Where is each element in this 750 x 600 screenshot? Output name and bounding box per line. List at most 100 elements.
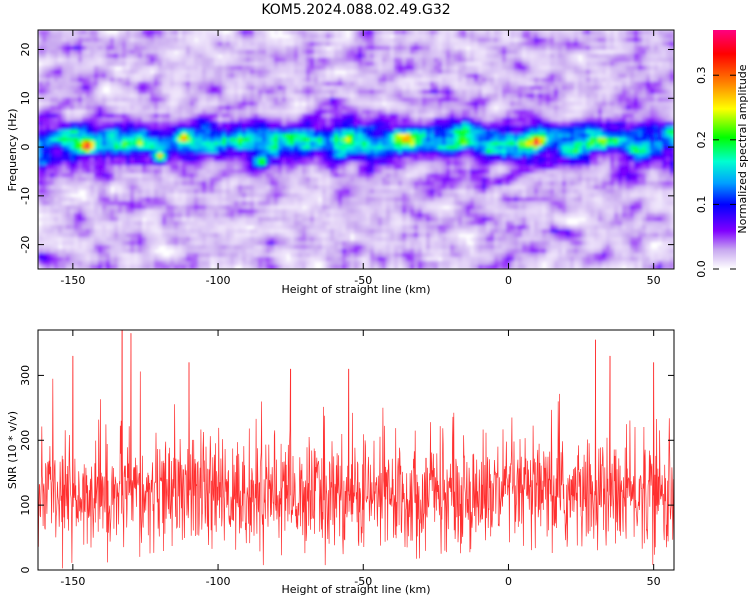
spectrogram-cell (78, 65, 83, 71)
spectrogram-cell (90, 41, 95, 47)
spectrogram-cell (266, 145, 271, 151)
spectrogram-cell (562, 77, 567, 83)
spectrogram-cell (634, 77, 639, 83)
spectrogram-cell (514, 141, 519, 147)
spectrogram-cell (466, 133, 471, 139)
spectrogram-cell (442, 137, 447, 143)
spectrogram-cell (222, 93, 227, 99)
spectrogram-cell (622, 113, 627, 119)
spectrogram-cell (146, 149, 151, 155)
spectrogram-cell (190, 30, 195, 35)
spectrogram-cell (650, 113, 655, 119)
spectrogram-cell (526, 65, 531, 71)
spectrogram-cell (106, 93, 111, 99)
spectrogram-cell (318, 97, 323, 103)
spectrogram-cell (650, 77, 655, 83)
spectrogram-cell (594, 61, 599, 67)
spectrogram-cell (138, 117, 143, 123)
spectrogram-cell (594, 97, 599, 103)
spectrogram-cell (210, 37, 215, 43)
spectrogram-cell (362, 53, 367, 59)
spectrogram-cell (178, 141, 183, 147)
spectrogram-cell (386, 113, 391, 119)
spectrogram-cell (262, 89, 267, 95)
spectrogram-cell (154, 57, 159, 63)
spectrogram-cell (318, 89, 323, 95)
spectrogram-cell (586, 113, 591, 119)
spectrogram-cell (594, 145, 599, 151)
spectrogram-cell (342, 77, 347, 83)
spectrogram-cell (310, 113, 315, 119)
spectrogram-cell (66, 153, 71, 159)
spectrogram-cell (406, 41, 411, 47)
spectrogram-cell (202, 101, 207, 107)
spectrogram-cell (402, 49, 407, 55)
spectrogram-cell (614, 30, 619, 35)
spectrogram-cell (510, 49, 515, 55)
spectrogram-cell (282, 53, 287, 59)
spectrogram-cell (562, 53, 567, 59)
spectrogram-cell (478, 145, 483, 151)
spectrogram-cell (670, 129, 674, 135)
spectrogram-cell (310, 101, 315, 107)
spectrogram-cell (354, 141, 359, 147)
spectrogram-cell (310, 97, 315, 103)
spectrogram-cell (174, 133, 179, 139)
spectrogram-cell (174, 30, 179, 35)
spectrogram-cell (114, 33, 119, 39)
spectrogram-cell (390, 129, 395, 135)
spectrogram-cell (506, 105, 511, 111)
spectrogram-cell (330, 65, 335, 71)
spectrogram-cell (518, 57, 523, 63)
spectrogram-cell (254, 133, 259, 139)
spectrogram-cell (274, 117, 279, 123)
spectrogram-cell (222, 129, 227, 135)
spectrogram-cell (422, 145, 427, 151)
spectrogram-cell (82, 121, 87, 127)
spectrogram-cell (334, 93, 339, 99)
spectrogram-cell (170, 30, 175, 35)
spectrogram-cell (426, 117, 431, 123)
spectrogram-cell (338, 133, 343, 139)
spectrogram-cell (82, 45, 87, 51)
spectrogram-cell (626, 113, 631, 119)
spectrogram-cell (62, 105, 67, 111)
spectrogram-cell (634, 41, 639, 47)
spectrogram-cell (482, 53, 487, 59)
spectrogram-cell (114, 85, 119, 91)
spectrogram-cell (206, 69, 211, 75)
spectrogram-cell (74, 81, 79, 87)
spectrogram-cell (254, 109, 259, 115)
spectrogram-cell (654, 33, 659, 39)
spectrogram-cell (206, 153, 211, 159)
spectrogram-cell (322, 33, 327, 39)
spectrogram-cell (46, 89, 51, 95)
spectrogram-cell (374, 33, 379, 39)
spectrogram-cell (522, 53, 527, 59)
spectrogram-cell (646, 30, 651, 35)
spectrogram-cell (594, 33, 599, 39)
spectrogram-cell (58, 49, 63, 55)
spectrogram-cell (210, 109, 215, 115)
spectrogram-cell (638, 41, 643, 47)
spectrogram-cell (430, 153, 435, 159)
spectrogram-cell (482, 93, 487, 99)
spectrogram-cell (362, 101, 367, 107)
spectrogram-cell (450, 49, 455, 55)
spectrogram-cell (418, 89, 423, 95)
spectrogram-cell (526, 133, 531, 139)
spectrogram-cell (154, 93, 159, 99)
spectrogram-cell (230, 89, 235, 95)
spectrogram-cell (418, 129, 423, 135)
spectrogram-cell (330, 93, 335, 99)
spectrogram-cell (106, 77, 111, 83)
spectrogram-cell (326, 53, 331, 59)
spectrogram-cell (490, 93, 495, 99)
spectrogram-cell (222, 77, 227, 83)
spectrogram-cell (578, 105, 583, 111)
spectrogram-cell (606, 65, 611, 71)
spectrogram-cell (618, 73, 623, 79)
spectrogram-cell (254, 57, 259, 63)
spectrogram-cell (590, 81, 595, 87)
spectrogram-cell (222, 33, 227, 39)
